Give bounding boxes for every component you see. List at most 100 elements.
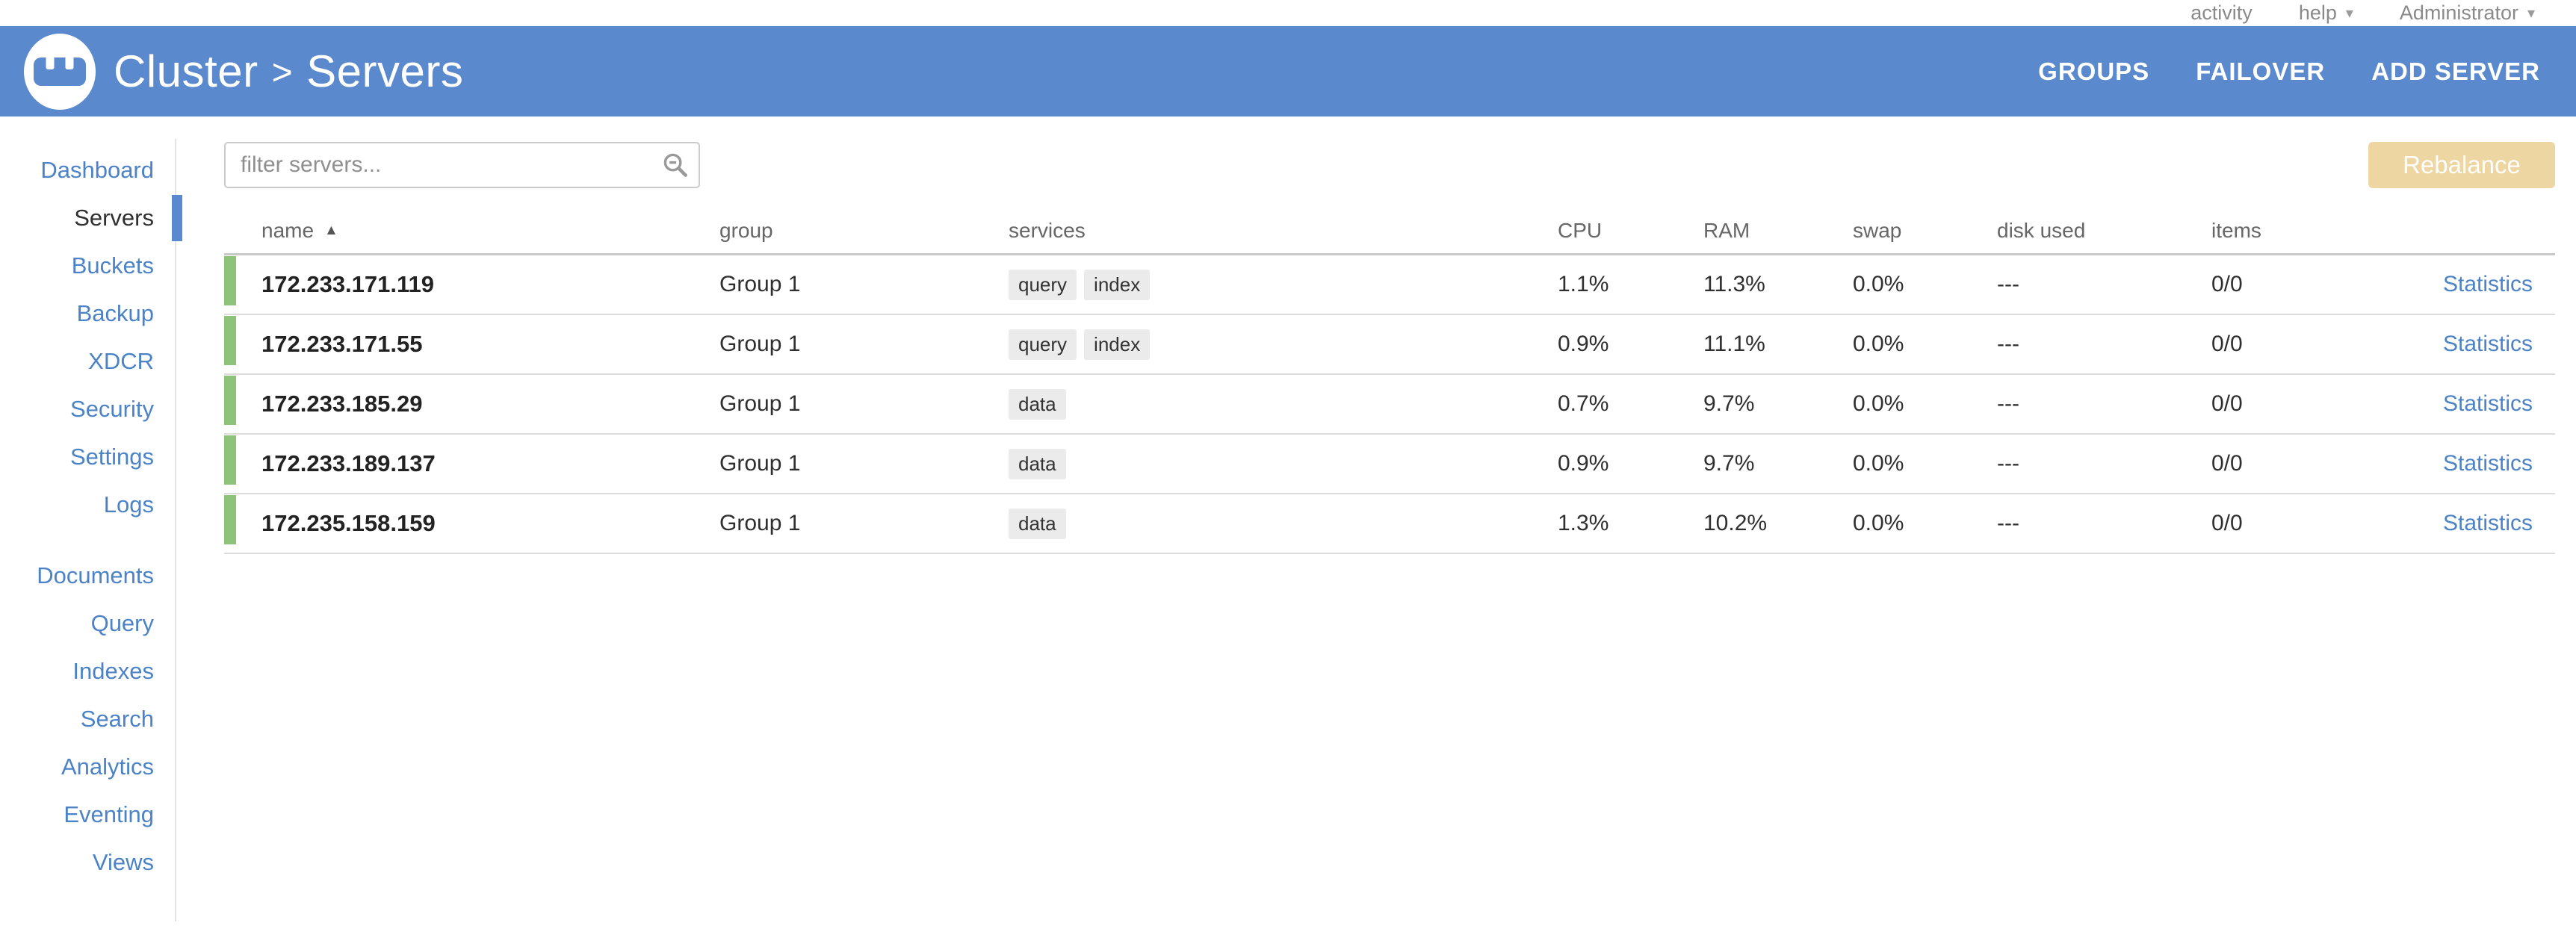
swap-cell: 0.0% (1853, 511, 1904, 535)
main-content: Rebalance name ▲ group services CPU RAM … (224, 116, 2555, 554)
sidebar-item-security[interactable]: Security (70, 396, 154, 422)
node-status-bar (224, 495, 236, 544)
sidebar-item-settings[interactable]: Settings (69, 444, 154, 470)
group-cell: Group 1 (719, 391, 801, 416)
sidebar-item-query[interactable]: Query (90, 610, 154, 636)
user-menu[interactable]: Administrator ▾ (2400, 1, 2535, 25)
couchbase-logo-icon (24, 33, 96, 110)
sidebar-item-documents[interactable]: Documents (37, 562, 154, 588)
services-cell: data (1009, 448, 1558, 479)
sidebar-item-backup[interactable]: Backup (76, 300, 154, 326)
column-header-cpu[interactable]: CPU (1558, 218, 1603, 242)
server-name-cell: 172.233.189.137 (224, 435, 719, 485)
service-tag: query (1009, 329, 1077, 360)
sidebar: Dashboard Servers Buckets Backup XDCR Se… (0, 116, 182, 926)
page-body: Dashboard Servers Buckets Backup XDCR Se… (0, 116, 2576, 926)
table-row[interactable]: 172.233.171.55 Group 1 query index 0.9% … (224, 315, 2555, 375)
sidebar-item-servers-label: Servers (74, 205, 154, 231)
column-header-services[interactable]: services (1009, 218, 1086, 242)
items-cell: 0/0 (2211, 332, 2243, 356)
filter-servers-input[interactable] (224, 142, 700, 188)
items-cell: 0/0 (2211, 451, 2243, 476)
sidebar-item-analytics[interactable]: Analytics (61, 753, 154, 780)
disk-used-cell: --- (1997, 391, 2019, 416)
group-cell: Group 1 (719, 511, 801, 535)
sidebar-item-logs[interactable]: Logs (103, 491, 154, 518)
breadcrumb-current: Servers (306, 46, 464, 96)
statistics-link[interactable]: Statistics (2442, 272, 2533, 296)
table-row[interactable]: 172.233.189.137 Group 1 data 0.9% 9.7% 0… (224, 435, 2555, 494)
services-cell: data (1009, 388, 1558, 420)
services-cell: query index (1009, 269, 1558, 300)
sidebar-item-xdcr[interactable]: XDCR (88, 348, 154, 374)
header-actions: GROUPS FAILOVER ADD SERVER (2038, 58, 2540, 86)
disk-used-cell: --- (1997, 451, 2019, 476)
servers-toolbar: Rebalance (224, 142, 2555, 188)
chevron-down-icon: ▾ (2345, 4, 2353, 22)
breadcrumb-separator: > (271, 53, 294, 93)
column-header-ram[interactable]: RAM (1703, 218, 1750, 242)
server-name-cell: 172.233.171.119 (224, 256, 719, 305)
statistics-link[interactable]: Statistics (2442, 391, 2533, 416)
items-cell: 0/0 (2211, 511, 2243, 535)
sidebar-item-indexes[interactable]: Indexes (72, 658, 154, 684)
column-header-items[interactable]: items (2211, 218, 2261, 242)
sidebar-nav-primary: Dashboard Servers Buckets Backup XDCR Se… (0, 116, 182, 529)
items-cell: 0/0 (2211, 272, 2243, 296)
activity-link-label: activity (2190, 1, 2253, 24)
search-icon (663, 153, 687, 177)
cpu-cell: 1.3% (1558, 511, 1609, 535)
sidebar-item-search[interactable]: Search (80, 706, 154, 732)
table-row[interactable]: 172.233.171.119 Group 1 query index 1.1%… (224, 255, 2555, 315)
app-header: Cluster > Servers GROUPS FAILOVER ADD SE… (0, 26, 2576, 116)
disk-used-cell: --- (1997, 511, 2019, 535)
sidebar-item-dashboard[interactable]: Dashboard (40, 157, 154, 183)
node-status-bar (224, 316, 236, 365)
column-header-swap[interactable]: swap (1853, 218, 1902, 242)
ram-cell: 11.3% (1703, 272, 1765, 296)
statistics-link[interactable]: Statistics (2442, 332, 2533, 356)
node-status-bar (224, 376, 236, 425)
table-row[interactable]: 172.233.185.29 Group 1 data 0.7% 9.7% 0.… (224, 375, 2555, 435)
server-name-cell: 172.233.171.55 (224, 316, 719, 365)
statistics-link[interactable]: Statistics (2442, 511, 2533, 535)
swap-cell: 0.0% (1853, 332, 1904, 356)
service-tag: data (1009, 508, 1066, 539)
active-item-indicator (172, 195, 182, 241)
service-tag: index (1084, 329, 1151, 360)
user-menu-label: Administrator (2399, 1, 2518, 24)
group-cell: Group 1 (719, 451, 801, 476)
column-header-name[interactable]: name ▲ (261, 218, 338, 242)
swap-cell: 0.0% (1853, 391, 1904, 416)
swap-cell: 0.0% (1853, 272, 1904, 296)
add-server-button[interactable]: ADD SERVER (2371, 57, 2540, 85)
statistics-link[interactable]: Statistics (2442, 451, 2533, 476)
table-row[interactable]: 172.235.158.159 Group 1 data 1.3% 10.2% … (224, 494, 2555, 554)
sidebar-item-eventing[interactable]: Eventing (64, 801, 154, 827)
ram-cell: 10.2% (1703, 511, 1768, 535)
node-status-bar (224, 435, 236, 485)
sidebar-nav-secondary: Documents Query Indexes Search Analytics… (0, 529, 176, 886)
failover-button[interactable]: FAILOVER (2196, 57, 2326, 85)
activity-link[interactable]: activity (2190, 1, 2253, 25)
items-cell: 0/0 (2211, 391, 2243, 416)
rebalance-button[interactable]: Rebalance (2368, 142, 2555, 188)
filter-wrap (224, 142, 700, 188)
cpu-cell: 0.9% (1558, 332, 1609, 356)
cpu-cell: 0.9% (1558, 451, 1609, 476)
disk-used-cell: --- (1997, 272, 2019, 296)
utility-bar: activity help ▾ Administrator ▾ (0, 0, 2576, 26)
help-menu[interactable]: help ▾ (2299, 1, 2353, 25)
node-status-bar (224, 256, 236, 305)
ram-cell: 9.7% (1703, 391, 1755, 416)
table-header-row: name ▲ group services CPU RAM swap disk … (224, 208, 2555, 255)
groups-button[interactable]: GROUPS (2038, 57, 2150, 85)
column-header-group[interactable]: group (719, 218, 773, 242)
sort-asc-icon: ▲ (324, 223, 338, 238)
sidebar-divider (175, 139, 176, 922)
sidebar-item-servers[interactable]: Servers (0, 194, 182, 242)
sidebar-item-buckets[interactable]: Buckets (71, 252, 154, 279)
column-header-disk-used[interactable]: disk used (1997, 218, 2086, 242)
sidebar-item-views[interactable]: Views (92, 849, 154, 875)
page-title: Cluster > Servers (114, 46, 463, 97)
